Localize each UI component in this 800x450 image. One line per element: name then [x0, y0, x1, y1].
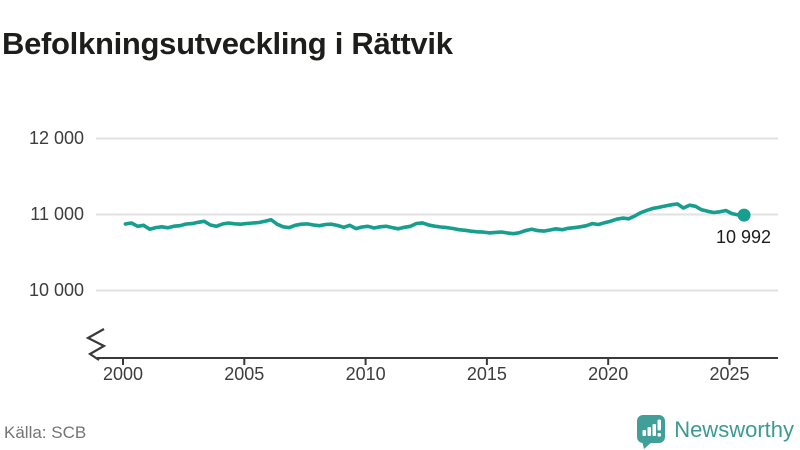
x-tick-label: 2005	[224, 364, 265, 384]
newsworthy-logo-text: Newsworthy	[674, 417, 794, 442]
population-line	[123, 202, 746, 236]
end-value-label: 10 992	[716, 227, 772, 248]
x-tick-label: 2020	[588, 364, 629, 384]
y-tick-label: 10 000	[28, 279, 84, 300]
x-tick-label: 2000	[102, 364, 144, 384]
x-tick-label: 2025	[709, 364, 750, 384]
x-tick-label: 2015	[466, 364, 507, 384]
axis-break-icon	[85, 328, 107, 361]
chart-title: Befolkningsutveckling i Rättvik	[2, 25, 453, 61]
y-tick-label: 12 000	[28, 127, 84, 148]
y-tick-label: 11 000	[30, 203, 84, 224]
newsworthy-speech-bubble-chart-icon	[637, 415, 666, 449]
x-tick-label: 2010	[345, 364, 386, 384]
source-label: Källa: SCB	[4, 423, 87, 442]
end-point-dot	[737, 208, 751, 222]
newsworthy-logo[interactable]: Newsworthy	[637, 415, 794, 449]
